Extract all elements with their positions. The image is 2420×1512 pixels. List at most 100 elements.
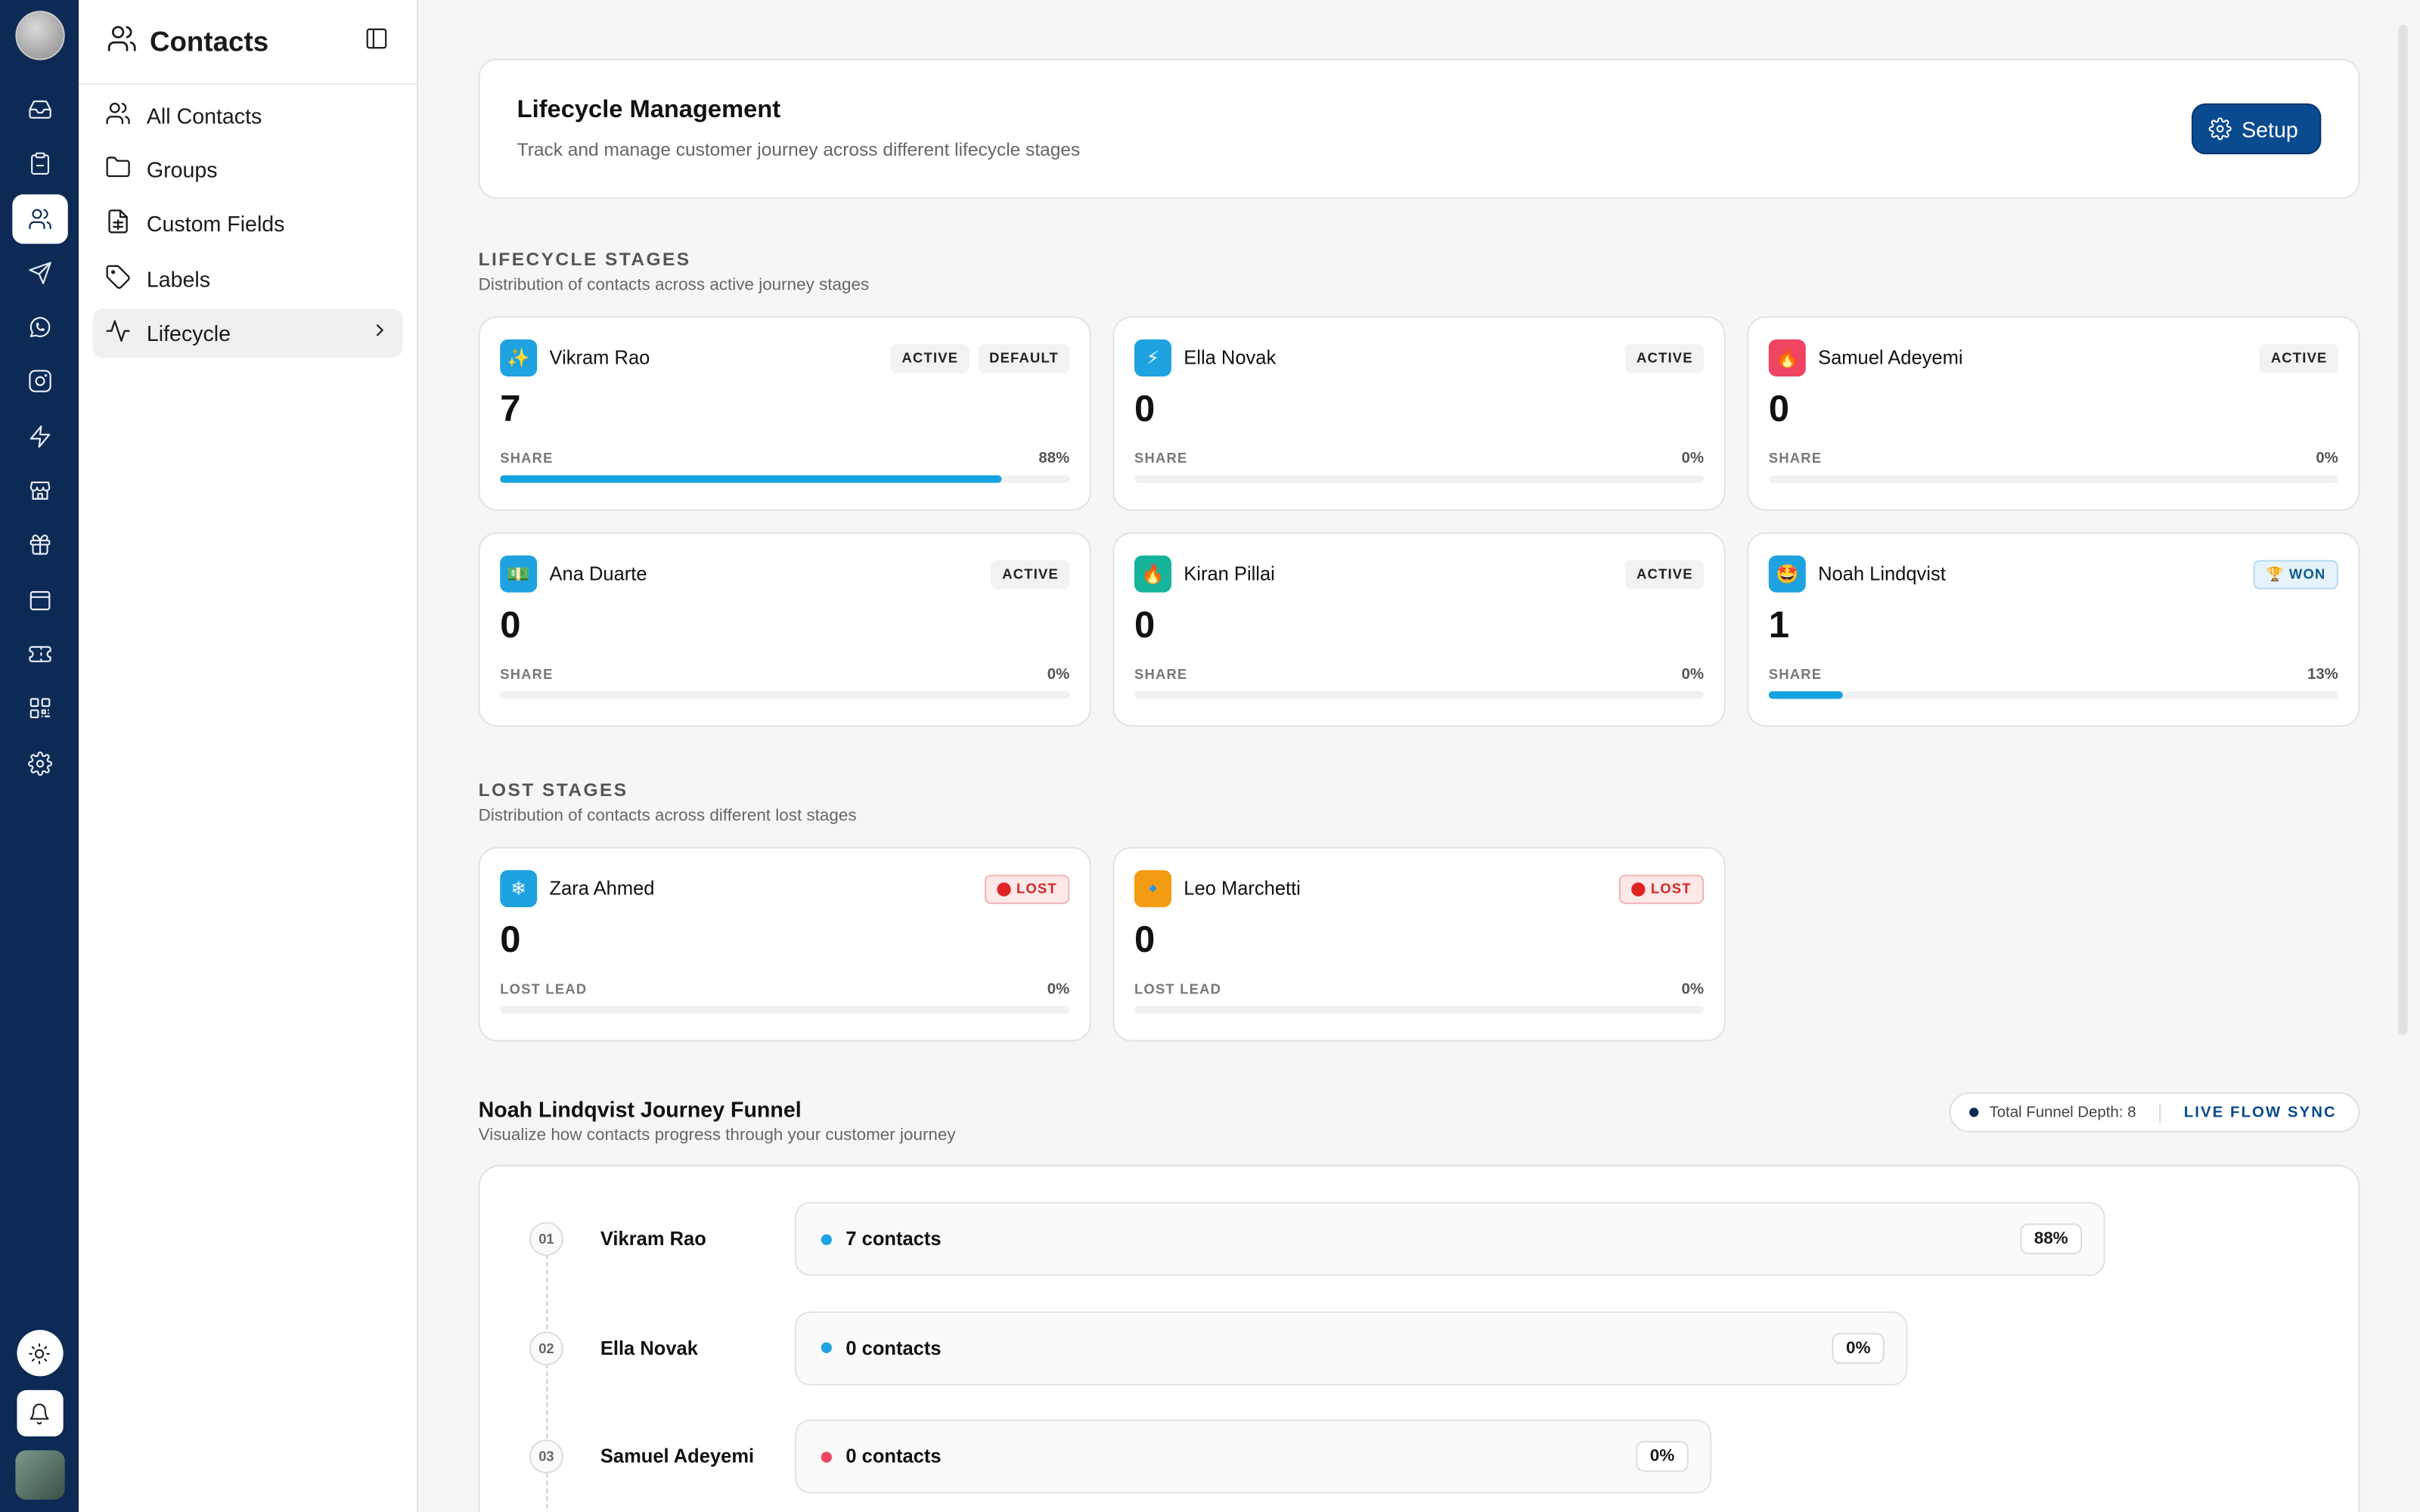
status-badge: LOST — [984, 874, 1070, 903]
badge-label: ACTIVE — [1002, 565, 1059, 582]
stage-emoji-icon: 🔹 — [1134, 870, 1171, 907]
stage-count: 0 — [1134, 389, 1156, 431]
whatsapp-icon[interactable] — [11, 302, 67, 352]
funnel-step-dot — [821, 1342, 832, 1353]
sidebar-item-label: Lifecycle — [146, 320, 231, 345]
funnel-step-bar[interactable]: 0 contacts 0% — [795, 1310, 1908, 1385]
send-icon[interactable] — [11, 248, 67, 297]
funnel-row[interactable]: 01 Vikram Rao 7 contacts 88% — [529, 1201, 2309, 1276]
funnel-step-number: 02 — [529, 1331, 563, 1365]
share-progress-fill — [1768, 691, 1843, 699]
funnel-step-bar[interactable]: 0 contacts 0% — [795, 1419, 1712, 1494]
sidebar-item-all-contacts[interactable]: All Contacts — [92, 91, 402, 140]
stage-percent: 0% — [1047, 666, 1070, 684]
funnel-step-dot — [821, 1451, 832, 1462]
sidebar-item-custom-fields[interactable]: Custom Fields — [92, 200, 402, 249]
badge-label: DEFAULT — [989, 350, 1059, 366]
stage-name: Samuel Adeyemi — [1818, 347, 1963, 369]
main-content: Lifecycle Management Track and manage cu… — [418, 0, 2420, 1512]
stage-emoji-icon: 💵 — [500, 555, 538, 593]
scrollbar[interactable] — [2398, 24, 2408, 1036]
gift-icon[interactable] — [11, 521, 67, 570]
stage-card-ana-duarte[interactable]: 💵 Ana Duarte ACTIVE 0 SHARE 0% — [478, 532, 1091, 727]
share-progress-bar — [500, 1005, 1070, 1014]
settings-icon[interactable] — [11, 739, 67, 788]
badge-label: ACTIVE — [1637, 350, 1693, 366]
share-progress-bar — [500, 475, 1070, 483]
sidebar-item-lifecycle[interactable]: Lifecycle — [92, 308, 403, 358]
status-dot — [1969, 1108, 1979, 1117]
stage-count: 0 — [500, 919, 521, 962]
stage-meta-label: LOST LEAD — [500, 981, 588, 997]
user-avatar[interactable] — [14, 1450, 64, 1500]
contacts-icon[interactable] — [11, 194, 67, 243]
stage-card-vikram-rao[interactable]: ✨ Vikram Rao ACTIVE DEFAULT 7 SHARE 88% — [478, 316, 1091, 511]
funnel-step-percent: 0% — [1636, 1441, 1689, 1472]
funnel-step-percent: 88% — [2020, 1223, 2083, 1255]
sidebar-item-labels[interactable]: Labels — [92, 254, 402, 303]
stage-card-leo-marchetti[interactable]: 🔹 Leo Marchetti LOST 0 LOST LEAD 0% — [1112, 847, 1726, 1042]
instagram-icon[interactable] — [11, 357, 67, 406]
activity-icon — [105, 318, 132, 349]
ticket-icon[interactable] — [11, 630, 67, 679]
stage-count: 7 — [500, 389, 521, 431]
stage-count: 0 — [500, 604, 521, 647]
stage-percent: 0% — [1681, 450, 1705, 468]
lost-section-header: LOST STAGES Distribution of contacts acr… — [479, 779, 2360, 826]
badge-label: ACTIVE — [2270, 350, 2328, 366]
file-spreadsheet-icon — [105, 209, 132, 240]
funnel-step-name: Vikram Rao — [600, 1228, 706, 1250]
funnel-row[interactable]: 03 Samuel Adeyemi 0 contacts 0% — [529, 1419, 2309, 1494]
funnel-step-name: Samuel Adeyemi — [600, 1445, 755, 1467]
stage-card-samuel-adeyemi[interactable]: 🔥 Samuel Adeyemi ACTIVE 0 SHARE 0% — [1747, 316, 2360, 511]
stage-name: Vikram Rao — [549, 347, 650, 369]
stage-count: 1 — [1768, 604, 1790, 647]
qr-code-icon[interactable] — [11, 684, 67, 733]
status-badge: ACTIVE — [2260, 343, 2338, 373]
panel-toggle-icon[interactable] — [365, 26, 389, 58]
stage-name: Ella Novak — [1184, 347, 1277, 369]
users-icon — [107, 23, 138, 61]
badge-label: ACTIVE — [1637, 565, 1693, 582]
gear-icon — [2209, 117, 2232, 141]
share-progress-bar — [500, 691, 1070, 699]
stage-name: Zara Ahmed — [549, 878, 655, 900]
badge-label: LOST — [1650, 881, 1692, 897]
stage-card-noah-lindqvist[interactable]: 🤩 Noah Lindqvist 🏆 WON 1 SHARE 13% — [1747, 532, 2360, 727]
stage-card-ella-novak[interactable]: ⚡ Ella Novak ACTIVE 0 SHARE 0% — [1112, 316, 1726, 511]
section-subtitle: Distribution of contacts across differen… — [478, 807, 857, 826]
sidebar-item-groups[interactable]: Groups — [92, 145, 402, 194]
stage-percent: 0% — [1681, 981, 1705, 999]
sun-icon[interactable] — [16, 1330, 63, 1377]
workspace-avatar[interactable] — [14, 11, 64, 60]
sidebar-header: Contacts — [79, 0, 417, 85]
funnel-row[interactable]: 02 Ella Novak 0 contacts 0% — [529, 1310, 2309, 1385]
funnel-step-bar[interactable]: 7 contacts 88% — [795, 1201, 2105, 1276]
funnel-depth-pill: Total Funnel Depth: 8 LIVE FLOW SYNC — [1949, 1092, 2360, 1132]
badge-label: ACTIVE — [901, 350, 959, 366]
stage-percent: 13% — [2307, 666, 2338, 684]
stage-card-zara-ahmed[interactable]: ❄ Zara Ahmed LOST 0 LOST LEAD 0% — [478, 847, 1091, 1042]
bell-icon[interactable] — [16, 1390, 63, 1436]
stage-meta-label: SHARE — [1134, 450, 1188, 466]
clipboard-icon[interactable] — [11, 139, 67, 188]
sidebar-nav: All Contacts Groups Custom Fields Labels… — [79, 85, 417, 368]
setup-label: Setup — [2242, 116, 2298, 141]
share-progress-bar — [1768, 691, 2338, 699]
status-badge: LOST — [1618, 874, 1705, 903]
calendar-icon[interactable] — [11, 575, 67, 624]
sidebar-title: Contacts — [149, 25, 269, 57]
funnel-header: Noah Lindqvist Journey Funnel Visualize … — [479, 1092, 2360, 1145]
share-progress-bar — [1134, 1005, 1705, 1014]
inbox-icon[interactable] — [11, 85, 67, 134]
setup-button[interactable]: Setup — [2192, 103, 2322, 155]
store-icon[interactable] — [11, 466, 67, 515]
zap-icon[interactable] — [11, 411, 67, 460]
divider — [2159, 1102, 2161, 1123]
stage-name: Noah Lindqvist — [1818, 562, 1946, 585]
stage-count: 0 — [1134, 604, 1156, 647]
live-sync-label[interactable]: LIVE FLOW SYNC — [2183, 1104, 2337, 1121]
stage-card-kiran-pillai[interactable]: 🔥 Kiran Pillai ACTIVE 0 SHARE 0% — [1112, 532, 1726, 727]
stage-emoji-icon: ⚡ — [1134, 339, 1171, 376]
funnel-connector — [546, 1254, 548, 1512]
